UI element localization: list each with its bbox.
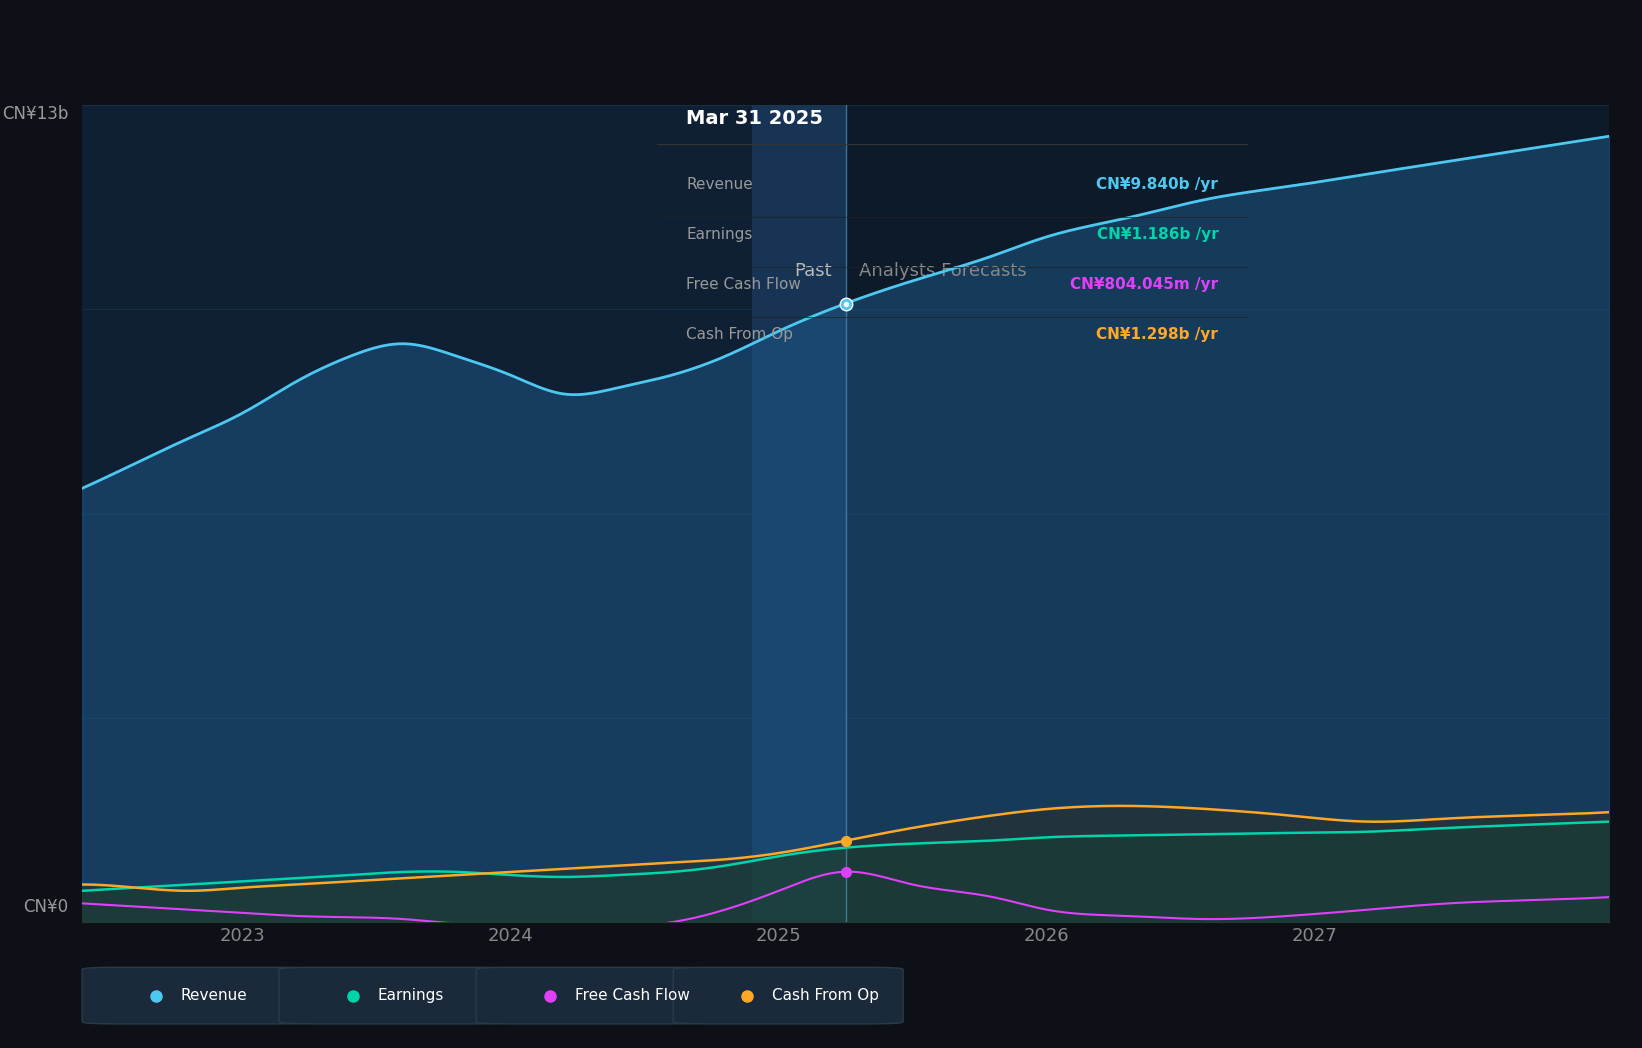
Text: Earnings: Earnings <box>686 227 752 242</box>
FancyBboxPatch shape <box>673 967 903 1024</box>
Text: Past: Past <box>795 262 832 280</box>
Text: Cash From Op: Cash From Op <box>686 327 793 342</box>
Text: CN¥0: CN¥0 <box>23 898 69 916</box>
Bar <box>846 105 1609 922</box>
Text: Revenue: Revenue <box>686 177 754 193</box>
Text: Earnings: Earnings <box>378 988 443 1003</box>
Text: CN¥804.045m /yr: CN¥804.045m /yr <box>1071 277 1218 292</box>
FancyBboxPatch shape <box>476 967 706 1024</box>
FancyBboxPatch shape <box>82 967 312 1024</box>
Text: Cash From Op: Cash From Op <box>772 988 878 1003</box>
FancyBboxPatch shape <box>279 967 509 1024</box>
Text: Revenue: Revenue <box>181 988 248 1003</box>
Bar <box>752 105 846 922</box>
Text: Mar 31 2025: Mar 31 2025 <box>686 109 823 128</box>
Text: CN¥13b: CN¥13b <box>2 105 69 123</box>
Bar <box>82 105 846 922</box>
Text: Free Cash Flow: Free Cash Flow <box>575 988 690 1003</box>
Text: CN¥9.840b /yr: CN¥9.840b /yr <box>1097 177 1218 193</box>
Text: Analysts Forecasts: Analysts Forecasts <box>859 262 1026 280</box>
Text: CN¥1.298b /yr: CN¥1.298b /yr <box>1097 327 1218 342</box>
Text: Free Cash Flow: Free Cash Flow <box>686 277 801 292</box>
Text: CN¥1.186b /yr: CN¥1.186b /yr <box>1097 227 1218 242</box>
